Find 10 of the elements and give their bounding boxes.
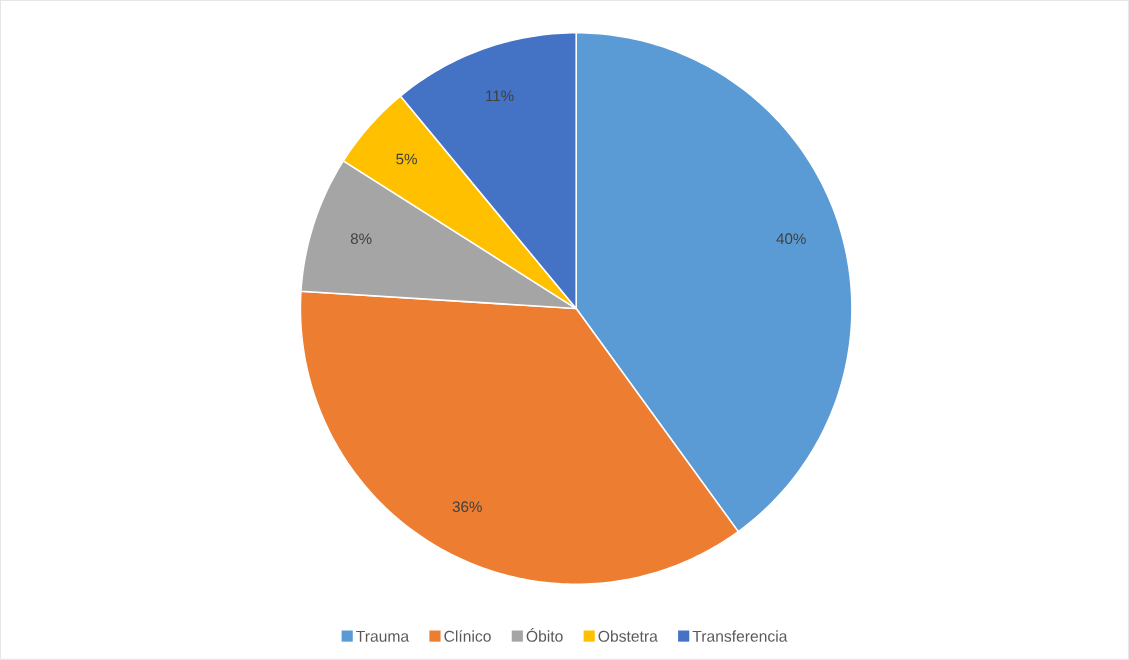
data-label: 5%	[396, 153, 417, 165]
legend-label: Óbito	[526, 628, 563, 642]
legend-label: Obstetra	[598, 630, 658, 642]
data-label: 36%	[452, 501, 482, 513]
data-label: 11%	[486, 90, 514, 102]
legend-label: Clínico	[444, 630, 491, 642]
legend-label: Trauma	[356, 631, 410, 642]
data-label: 40%	[776, 233, 806, 245]
data-label: 8%	[350, 233, 372, 245]
legend-label: Transferencia	[692, 630, 788, 642]
